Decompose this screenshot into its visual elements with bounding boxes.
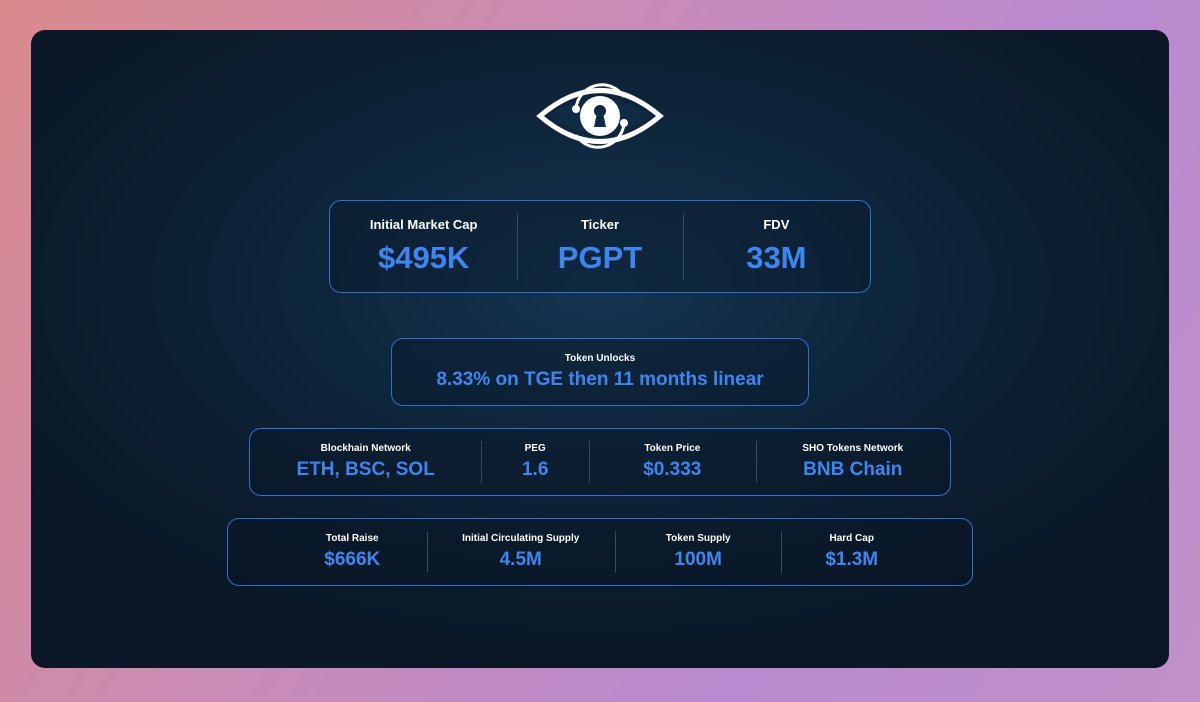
value: $0.333 [643,459,702,480]
market-summary-box: Initial Market Cap $495K Ticker PGPT FDV 33… [329,200,871,293]
blockchain-network: Blockhain Network ETH, BSC, SOL [250,429,481,495]
label: Ticker [580,217,620,232]
value: 4.5M [499,549,542,570]
initial-market-cap: Initial Market Cap $495K [330,201,517,292]
value: PGPT [557,240,643,275]
label: Blockhain Network [320,443,411,454]
token-supply: Token Supply 100M [614,519,781,585]
label: FDV [763,217,790,232]
token-price: Token Price $0.333 [589,429,756,495]
label: PEG [524,443,546,454]
label: Hard Cap [829,533,874,544]
value: 1.6 [521,459,549,480]
sho-tokens-network: SHO Tokens Network BNB Chain [755,429,950,495]
label: Token Supply [665,533,731,544]
hard-cap: Hard Cap $1.3M [781,519,972,585]
value: 100M [674,549,722,570]
initial-circulating-supply: Initial Circulating Supply 4.5M [426,519,615,585]
value: ETH, BSC, SOL [296,459,435,480]
value: $495K [377,240,470,275]
network-box: Blockhain Network ETH, BSC, SOL PEG 1.6 To… [249,428,951,496]
ticker: Ticker PGPT [517,201,682,292]
peg: PEG 1.6 [481,429,589,495]
label: Token Price [644,443,701,454]
value: 8.33% on TGE then 11 months linear [436,369,764,390]
eye-keyhole-logo-icon [536,83,664,149]
value: BNB Chain [803,459,903,480]
value: $1.3M [825,549,879,570]
label: Initial Market Cap [369,217,478,232]
value: 33M [746,240,807,275]
label: Initial Circulating Supply [462,533,580,544]
value: $666K [324,549,381,570]
fdv: FDV 33M [682,201,870,292]
token-info-card [31,30,1169,668]
supply-box: Total Raise $666K Initial Circulating Sup… [227,518,973,586]
label: Token Unlocks [564,353,636,364]
token-unlocks: Token Unlocks 8.33% on TGE then 11 months… [392,339,808,405]
token-unlocks-box: Token Unlocks 8.33% on TGE then 11 months… [391,338,809,406]
total-raise: Total Raise $666K [228,519,427,585]
label: Total Raise [325,533,379,544]
label: SHO Tokens Network [802,443,904,454]
